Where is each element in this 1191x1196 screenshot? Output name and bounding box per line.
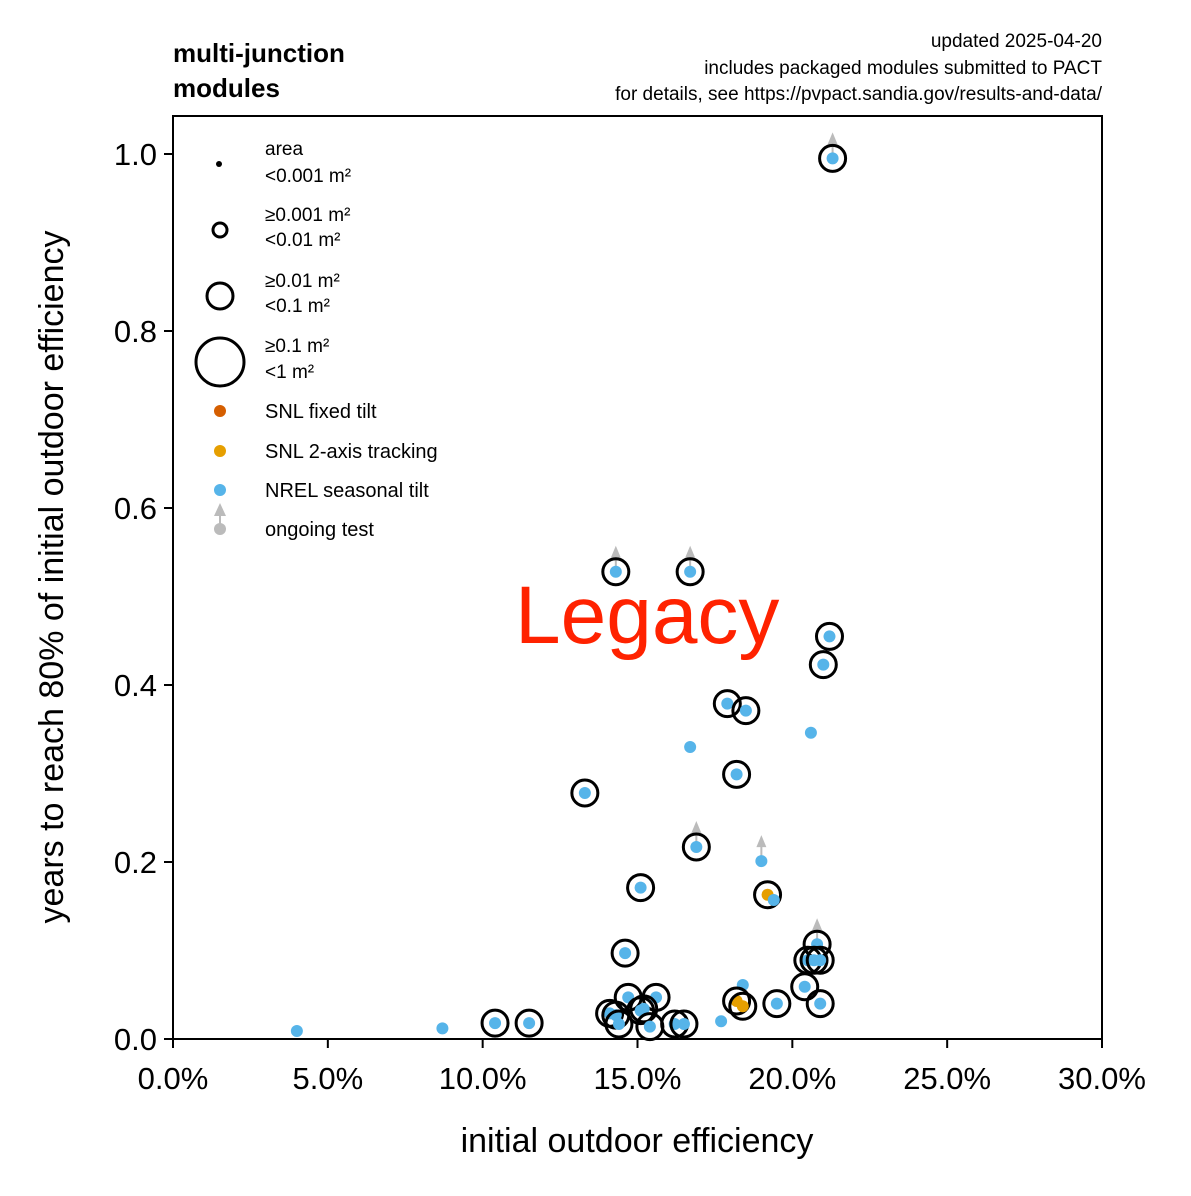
data-point	[634, 881, 647, 894]
y-tick-label: 0.8	[114, 314, 157, 349]
data-point	[609, 565, 622, 578]
legend-area-2-line-1: <0.1 m²	[265, 296, 330, 317]
note-details: for details, see https://pvpact.sandia.g…	[615, 84, 1103, 105]
chart-title-line-1: multi-junction	[173, 38, 345, 68]
area-ring	[570, 778, 600, 808]
area-ring	[808, 650, 838, 680]
legend-area-3-line-0: ≥0.1 m²	[265, 336, 329, 357]
area-ring	[626, 873, 656, 903]
area-ring	[818, 143, 848, 173]
area-ring	[480, 1008, 510, 1038]
legend-snl-fixed-label: SNL fixed tilt	[265, 401, 377, 423]
y-tick-label: 0.2	[114, 845, 157, 880]
data-point	[612, 1017, 625, 1030]
legend-area-0-line-0: <0.001 m²	[265, 166, 351, 187]
axis-ticks: 0.0% 5.0% 10.0% 15.0% 20.0% 25.0% 30.0% 0.0 0.2 0…	[114, 137, 1146, 1096]
legend-area-large-marker	[194, 336, 246, 388]
area-ring	[790, 972, 820, 1002]
x-tick-label: 10.0%	[439, 1061, 527, 1096]
area-ring	[762, 989, 792, 1019]
area-ring	[601, 557, 631, 587]
area-ring	[681, 832, 711, 862]
legend-nrel-label: NREL seasonal tilt	[265, 480, 429, 502]
data-point	[489, 1017, 502, 1030]
data-point	[817, 658, 830, 671]
legend-snl-2axis-label: SNL 2-axis tracking	[265, 441, 438, 463]
data-point	[690, 840, 703, 853]
data-point	[436, 1022, 449, 1035]
x-tick-label: 5.0%	[292, 1061, 363, 1096]
y-tick-label: 0.4	[114, 668, 157, 703]
data-point	[739, 704, 752, 717]
data-point	[619, 947, 632, 960]
x-tick-label: 25.0%	[903, 1061, 991, 1096]
legend-area-1-line-0: ≥0.001 m²	[265, 205, 350, 226]
legend-area-tiny-marker	[216, 161, 222, 167]
area-ring	[722, 986, 752, 1016]
x-tick-label: 20.0%	[748, 1061, 836, 1096]
y-axis-label: years to reach 80% of initial outdoor ef…	[33, 231, 71, 924]
data-point	[523, 1017, 536, 1030]
data-point	[814, 997, 827, 1010]
x-axis-label: initial outdoor efficiency	[461, 1122, 814, 1160]
legend-area-medium-marker	[205, 281, 235, 311]
legend-area-3-line-1: <1 m²	[265, 362, 314, 383]
legacy-watermark: Legacy	[515, 570, 779, 661]
area-ring	[728, 991, 758, 1021]
legend-area-1-line-1: <0.01 m²	[265, 230, 341, 251]
area-ring	[604, 1009, 634, 1039]
area-ring	[712, 689, 742, 719]
area-ring	[814, 621, 844, 651]
area-ring	[514, 1008, 544, 1038]
legend-area-title: area	[265, 139, 303, 160]
y-tick-label: 0.0	[114, 1022, 157, 1057]
data-point	[715, 1015, 728, 1028]
data-point	[798, 980, 811, 993]
data-point	[637, 1002, 650, 1015]
area-ring	[675, 557, 705, 587]
data-point	[684, 740, 697, 753]
note-includes: includes packaged modules submitted to P…	[704, 58, 1102, 79]
data-point	[736, 1000, 749, 1013]
x-tick-label: 30.0%	[1058, 1061, 1146, 1096]
data-point	[826, 152, 839, 165]
legend-ongoing-label: ongoing test	[265, 519, 374, 541]
legend-snl-2axis-marker	[214, 445, 226, 457]
data-point	[290, 1025, 303, 1038]
legend-snl-fixed-marker	[214, 405, 226, 417]
data-point	[677, 1017, 690, 1030]
data-point	[755, 855, 768, 868]
y-tick-label: 1.0	[114, 137, 157, 172]
area-ring	[753, 880, 783, 910]
data-point	[578, 786, 591, 799]
data-point	[721, 697, 734, 710]
legend-area-2-line-0: ≥0.01 m²	[265, 271, 340, 292]
x-tick-label: 0.0%	[138, 1061, 209, 1096]
area-ring	[805, 989, 835, 1019]
area-ring	[610, 938, 640, 968]
data-point	[730, 768, 743, 781]
legend-ongoing-arrow-icon	[214, 503, 226, 535]
data-point	[804, 726, 817, 739]
data-point	[684, 565, 697, 578]
area-ring	[629, 994, 659, 1024]
data-marks	[290, 132, 848, 1042]
legend-area-small-marker	[211, 221, 229, 239]
data-point	[814, 954, 827, 967]
data-point	[767, 894, 780, 907]
y-tick-label: 0.6	[114, 491, 157, 526]
area-ring	[669, 1009, 699, 1039]
legend: area <0.001 m² ≥0.001 m² <0.01 m² ≥0.01 …	[194, 139, 438, 541]
area-ring	[805, 945, 835, 975]
data-point	[823, 630, 836, 643]
legend-nrel-marker	[214, 484, 226, 496]
note-updated: updated 2025-04-20	[931, 31, 1102, 52]
data-point	[643, 1020, 656, 1033]
area-ring	[722, 759, 752, 789]
data-point	[770, 997, 783, 1010]
x-tick-label: 15.0%	[594, 1061, 682, 1096]
chart-title-line-2: modules	[173, 73, 280, 103]
area-ring	[731, 696, 761, 726]
